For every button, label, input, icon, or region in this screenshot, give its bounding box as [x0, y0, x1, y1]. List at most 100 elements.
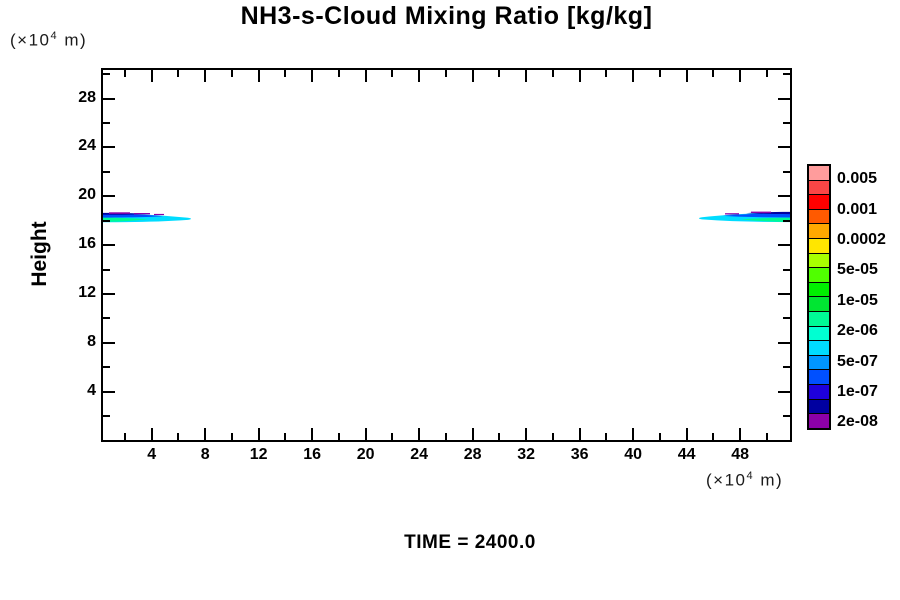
x-minor-tick [284, 433, 287, 440]
x-major-tick-top [311, 70, 314, 82]
x-minor-tick-top [498, 70, 501, 77]
y-minor-tick [103, 317, 110, 320]
x-major-tick-top [150, 70, 153, 82]
y-major-tick-right [778, 97, 790, 100]
x-minor-tick-top [177, 70, 180, 77]
colorbar-label: 1e-07 [837, 383, 878, 400]
y-minor-tick [103, 415, 110, 418]
y-major-tick [103, 195, 115, 198]
x-tick-label: 4 [147, 446, 157, 463]
y-axis-title: Height [28, 221, 51, 287]
colorbar-label: 2e-08 [837, 413, 878, 431]
x-minor-tick-top [444, 70, 447, 77]
colorbar-label: 0.001 [837, 200, 878, 218]
y-minor-tick-right [783, 73, 790, 76]
y-minor-tick [103, 366, 110, 369]
x-minor-tick-top [123, 70, 126, 77]
colorbar-swatch [809, 297, 829, 312]
x-tick-label: 44 [677, 446, 696, 463]
y-tick-label: 12 [78, 283, 96, 301]
time-annotation: TIME = 2400.0 [404, 532, 536, 553]
colorbar-swatch [809, 399, 829, 415]
x-major-tick [685, 428, 688, 440]
y-minor-tick-right [783, 122, 790, 125]
x-major-tick [739, 428, 742, 440]
x-unit-prefix: (×10 [706, 470, 747, 490]
y-minor-tick-right [783, 170, 790, 173]
x-major-tick-top [685, 70, 688, 82]
y-axis-unit-label: (×104 m) [10, 30, 87, 51]
x-major-tick [525, 428, 528, 440]
x-minor-tick-top [605, 70, 608, 77]
x-major-tick [578, 428, 581, 440]
y-tick-label: 28 [78, 88, 96, 106]
x-major-tick [311, 428, 314, 440]
x-minor-tick [605, 433, 608, 440]
x-major-tick [150, 428, 153, 440]
y-major-tick-right [778, 292, 790, 295]
colorbar-label: 0.005 [837, 170, 878, 188]
right-cloud-band [699, 211, 790, 223]
y-major-tick [103, 146, 115, 149]
y-major-tick-right [778, 390, 790, 393]
contour-cloud-layer [103, 211, 790, 223]
colorbar-swatch [809, 180, 829, 196]
y-unit-exponent: 4 [50, 30, 59, 42]
y-minor-tick [103, 219, 110, 222]
x-major-tick [632, 428, 635, 440]
y-unit-suffix: m) [58, 30, 88, 50]
plot-frame [101, 68, 792, 442]
colorbar-swatch [809, 166, 829, 181]
x-minor-tick [337, 433, 340, 440]
colorbar-swatch [809, 268, 829, 283]
colorbar-swatch [809, 253, 829, 269]
y-major-tick [103, 390, 115, 393]
colorbar-swatch [809, 209, 829, 225]
x-minor-tick [765, 433, 768, 440]
y-tick-label: 16 [78, 235, 96, 253]
x-tick-label: 36 [570, 446, 589, 463]
x-tick-label: 28 [463, 446, 482, 463]
y-major-tick-right [778, 244, 790, 247]
colorbar-swatch [809, 282, 829, 298]
x-minor-tick [712, 433, 715, 440]
colorbar-swatch [809, 238, 829, 254]
colorbar-label: 5e-05 [837, 261, 878, 279]
colorbar-swatch [809, 370, 829, 385]
y-tick-label: 8 [87, 332, 96, 350]
x-minor-tick-top [712, 70, 715, 77]
x-minor-tick-top [337, 70, 340, 77]
x-major-tick [257, 428, 260, 440]
x-minor-tick [444, 433, 447, 440]
y-major-tick-right [778, 146, 790, 149]
x-major-tick [204, 428, 207, 440]
colorbar-swatch [809, 355, 829, 371]
x-tick-label: 48 [731, 446, 750, 463]
x-minor-tick [177, 433, 180, 440]
left-cloud-band [103, 212, 191, 223]
y-minor-tick-right [783, 219, 790, 222]
x-tick-label: 8 [200, 446, 210, 463]
x-major-tick-top [257, 70, 260, 82]
x-minor-tick [551, 433, 554, 440]
y-minor-tick-right [783, 415, 790, 418]
colorbar-swatch [809, 224, 829, 239]
x-minor-tick-top [230, 70, 233, 77]
y-major-tick-right [778, 195, 790, 198]
x-minor-tick-top [765, 70, 768, 77]
x-tick-label: 12 [249, 446, 268, 463]
y-major-tick-right [778, 341, 790, 344]
x-minor-tick [230, 433, 233, 440]
x-tick-label: 16 [303, 446, 322, 463]
x-major-tick-top [578, 70, 581, 82]
x-minor-tick [658, 433, 661, 440]
colorbar-swatch [809, 341, 829, 356]
colorbar [807, 164, 831, 430]
y-tick-label: 20 [78, 186, 96, 204]
y-major-tick [103, 341, 115, 344]
colorbar-swatch [809, 414, 829, 428]
x-minor-tick-top [391, 70, 394, 77]
colorbar-label: 0.0002 [837, 231, 886, 248]
y-unit-prefix: (×10 [10, 30, 51, 50]
x-major-tick-top [632, 70, 635, 82]
